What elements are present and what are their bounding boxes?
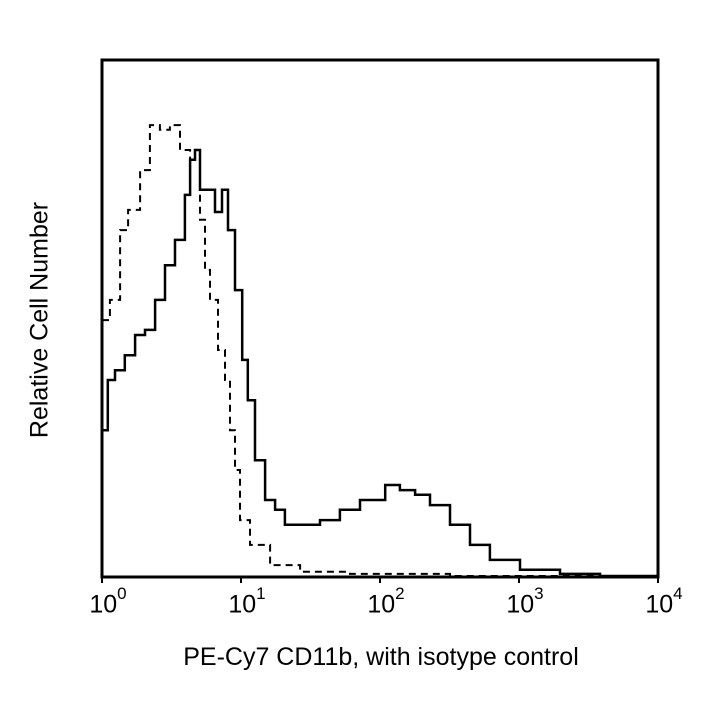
- tick-exponent: 2: [395, 584, 405, 603]
- tick-base: 10: [228, 590, 257, 619]
- x-axis-label: PE-Cy7 CD11b, with isotype control: [183, 643, 579, 671]
- y-axis-label: Relative Cell Number: [25, 201, 54, 439]
- x-tick-label: 100: [89, 584, 126, 619]
- tick-base: 10: [89, 590, 118, 619]
- tick-exponent: 3: [534, 584, 544, 603]
- x-tick-label: 101: [228, 584, 265, 619]
- x-tick-label: 102: [367, 584, 404, 619]
- tick-exponent: 1: [256, 584, 266, 603]
- tick-base: 10: [506, 590, 535, 619]
- x-tick-label: 103: [506, 584, 543, 619]
- tick-base: 10: [367, 590, 396, 619]
- dashed-histogram-series: [102, 124, 601, 577]
- tick-exponent: 0: [117, 584, 127, 603]
- solid-histogram-series: [102, 148, 660, 578]
- tick-exponent: 4: [673, 584, 683, 603]
- x-tick-label: 104: [645, 584, 682, 619]
- tick-base: 10: [645, 590, 674, 619]
